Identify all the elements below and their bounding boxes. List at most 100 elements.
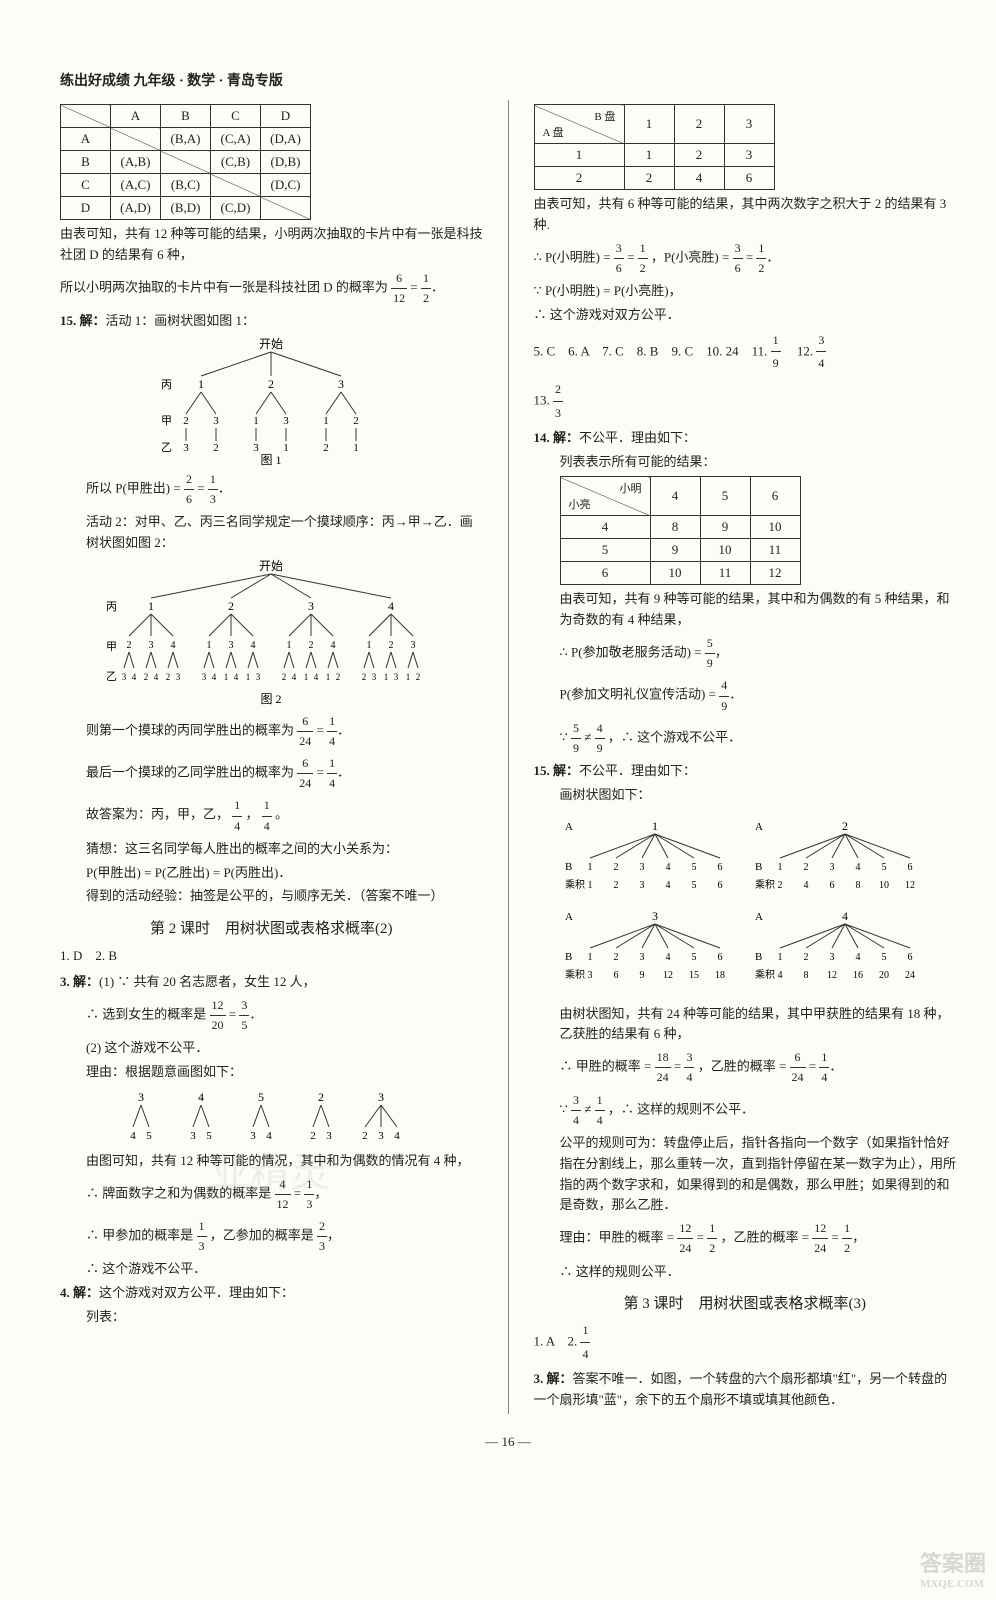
svg-text:4: 4 bbox=[292, 672, 297, 682]
svg-text:4: 4 bbox=[251, 640, 256, 651]
svg-text:1: 1 bbox=[384, 672, 389, 682]
svg-text:5: 5 bbox=[207, 1130, 213, 1142]
para: P(参加文明礼仪宣传活动) = 49． bbox=[534, 676, 957, 715]
svg-text:6: 6 bbox=[613, 970, 618, 981]
svg-text:1: 1 bbox=[207, 640, 212, 651]
svg-text:3: 3 bbox=[149, 640, 154, 651]
para: 由树状图知，共有 24 种等可能的结果，其中甲获胜的结果有 18 种，乙获胜的结… bbox=[534, 1004, 957, 1046]
q3: 3. 解：(1) ∵ 共有 20 名志愿者，女生 12 人， bbox=[60, 972, 483, 993]
svg-text:3: 3 bbox=[639, 880, 644, 891]
svg-text:乙: 乙 bbox=[161, 441, 172, 454]
q15r: 15. 解：不公平．理由如下： bbox=[534, 761, 957, 782]
svg-text:乘积: 乘积 bbox=[565, 879, 585, 891]
para: 列表表示所有可能的结果： bbox=[534, 452, 957, 473]
svg-text:5: 5 bbox=[258, 1090, 264, 1104]
svg-text:1: 1 bbox=[587, 862, 592, 873]
svg-text:4: 4 bbox=[234, 672, 239, 682]
svg-text:乘积: 乘积 bbox=[565, 969, 585, 981]
svg-text:3: 3 bbox=[338, 377, 344, 391]
svg-text:4: 4 bbox=[842, 909, 848, 923]
svg-text:3: 3 bbox=[138, 1090, 144, 1104]
para: 列表： bbox=[60, 1307, 483, 1328]
para: 所以小明两次抽取的卡片中有一张是科技社团 D 的概率为 612 = 12． bbox=[60, 269, 483, 308]
svg-text:2: 2 bbox=[184, 415, 190, 427]
para: ∴ 这个游戏对双方公平． bbox=[534, 305, 957, 326]
para: ∴ 甲胜的概率 = 1824 = 34 ，乙胜的概率 = 624 = 14． bbox=[534, 1048, 957, 1087]
svg-text:1: 1 bbox=[652, 819, 658, 833]
svg-text:5: 5 bbox=[147, 1130, 153, 1142]
svg-text:图 1: 图 1 bbox=[261, 453, 282, 466]
svg-text:4: 4 bbox=[132, 672, 137, 682]
svg-text:10: 10 bbox=[879, 880, 889, 891]
svg-text:6: 6 bbox=[717, 862, 722, 873]
svg-text:2: 2 bbox=[803, 952, 808, 963]
svg-text:6: 6 bbox=[717, 952, 722, 963]
svg-text:2: 2 bbox=[214, 442, 220, 454]
para: ∴ 甲参加的概率是 13 ，乙参加的概率是 23， bbox=[60, 1217, 483, 1256]
svg-text:3: 3 bbox=[372, 672, 377, 682]
svg-text:16: 16 bbox=[853, 970, 863, 981]
svg-text:2: 2 bbox=[389, 640, 394, 651]
svg-text:3: 3 bbox=[327, 1130, 333, 1142]
svg-text:B: B bbox=[565, 861, 572, 873]
svg-text:5: 5 bbox=[691, 952, 696, 963]
svg-text:6: 6 bbox=[907, 952, 912, 963]
svg-text:4: 4 bbox=[212, 672, 217, 682]
para: 由表可知，共有 6 种等可能的结果，其中两次数字之积大于 2 的结果有 3 种. bbox=[534, 194, 957, 236]
svg-text:8: 8 bbox=[803, 970, 808, 981]
para: 故答案为：丙，甲，乙， 14 ， 14 。 bbox=[60, 796, 483, 835]
svg-text:6: 6 bbox=[829, 880, 834, 891]
svg-text:5: 5 bbox=[691, 880, 696, 891]
svg-text:3: 3 bbox=[829, 862, 834, 873]
q15: 15. 解：活动 1：画树状图如图 1： bbox=[60, 311, 483, 332]
answers: 5. C 6. A 7. C 8. B 9. C 10. 24 11. 19 1… bbox=[534, 329, 957, 376]
svg-text:2: 2 bbox=[613, 862, 618, 873]
svg-text:2: 2 bbox=[363, 1130, 369, 1142]
svg-text:4: 4 bbox=[665, 862, 670, 873]
column-divider bbox=[508, 100, 509, 1414]
svg-text:3: 3 bbox=[652, 909, 658, 923]
svg-text:3: 3 bbox=[254, 442, 260, 454]
svg-text:20: 20 bbox=[879, 970, 889, 981]
svg-text:4: 4 bbox=[395, 1130, 401, 1142]
page-header: 练出好成绩 九年级 · 数学 · 青岛专版 bbox=[60, 70, 956, 90]
para: 活动 2：对甲、乙、丙三名同学规定一个摸球顺序：丙→甲→乙．画树状图如图 2： bbox=[60, 512, 483, 554]
para: 所以 P(甲胜出) = 26 = 13． bbox=[60, 470, 483, 509]
svg-text:A: A bbox=[755, 911, 763, 923]
answers: 1. A 2. 14 bbox=[534, 1319, 957, 1366]
svg-text:2: 2 bbox=[613, 880, 618, 891]
para: ∴ 这样的规则公平． bbox=[534, 1262, 957, 1283]
para: 理由：甲胜的概率 = 1224 = 12 ，乙胜的概率 = 1224 = 12， bbox=[534, 1219, 957, 1258]
svg-text:2: 2 bbox=[362, 672, 367, 682]
svg-text:5: 5 bbox=[881, 862, 886, 873]
svg-text:4: 4 bbox=[855, 862, 860, 873]
svg-text:2: 2 bbox=[613, 952, 618, 963]
svg-text:甲: 甲 bbox=[106, 641, 117, 653]
svg-text:A: A bbox=[565, 911, 573, 923]
para: ∵ 59 ≠ 49 ，∴ 这个游戏不公平． bbox=[534, 719, 957, 758]
svg-text:1: 1 bbox=[284, 442, 290, 454]
svg-text:4: 4 bbox=[314, 672, 319, 682]
svg-text:1: 1 bbox=[246, 672, 251, 682]
svg-text:3: 3 bbox=[191, 1130, 197, 1142]
svg-text:1: 1 bbox=[587, 952, 592, 963]
svg-text:2: 2 bbox=[336, 672, 341, 682]
svg-text:丙: 丙 bbox=[161, 379, 172, 391]
q4: 4. 解：这个游戏对双方公平．理由如下： bbox=[60, 1283, 483, 1304]
para: 猜想：这三名同学每人胜出的概率之间的大小关系为： bbox=[60, 839, 483, 860]
svg-text:4: 4 bbox=[198, 1090, 204, 1104]
svg-text:2: 2 bbox=[127, 640, 132, 651]
svg-text:3: 3 bbox=[214, 415, 220, 427]
svg-text:4: 4 bbox=[665, 880, 670, 891]
table-ab-product: B 盘A 盘 1 2 3 1123 2246 bbox=[534, 104, 775, 190]
svg-text:2: 2 bbox=[144, 672, 149, 682]
para: 得到的活动经验：抽签是公平的，与顺序无关．（答案不唯一） bbox=[60, 886, 483, 907]
svg-text:4: 4 bbox=[803, 880, 808, 891]
svg-text:3: 3 bbox=[639, 952, 644, 963]
svg-text:4: 4 bbox=[855, 952, 860, 963]
table-sum: 小明小亮 4 5 6 48910 591011 6101112 bbox=[560, 476, 801, 585]
svg-text:4: 4 bbox=[665, 952, 670, 963]
svg-text:3: 3 bbox=[829, 952, 834, 963]
svg-text:5: 5 bbox=[691, 862, 696, 873]
svg-text:A: A bbox=[755, 821, 763, 833]
